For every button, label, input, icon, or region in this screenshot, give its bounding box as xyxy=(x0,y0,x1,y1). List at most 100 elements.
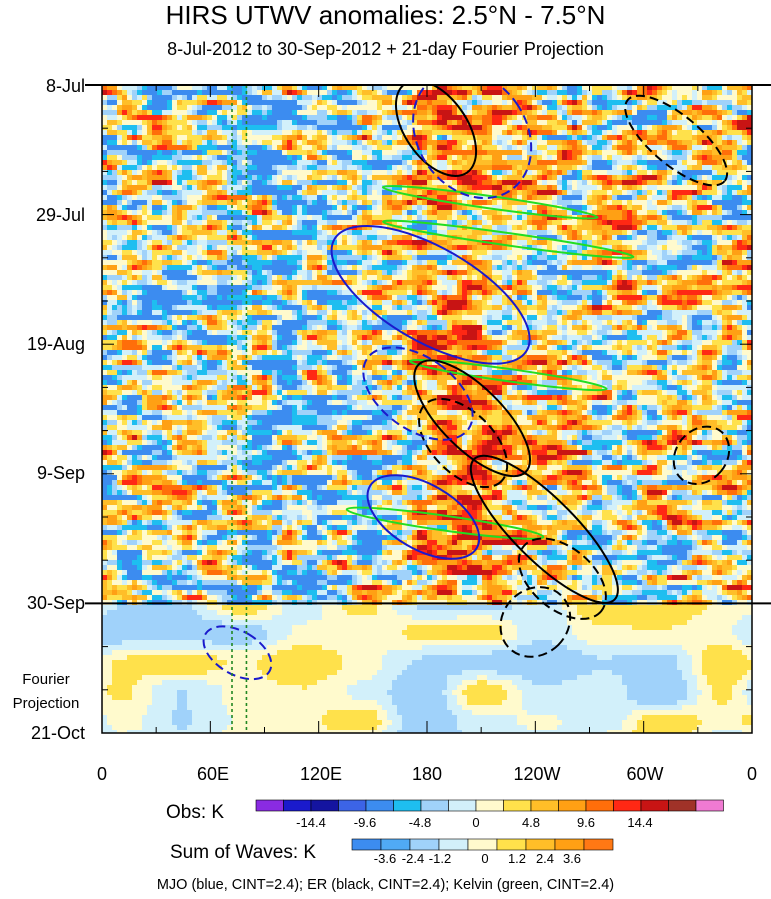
heatmap-cell xyxy=(477,200,483,206)
heatmap-cell xyxy=(432,115,438,121)
heatmap-cell xyxy=(337,165,343,171)
heatmap-cell xyxy=(612,215,618,221)
heatmap-cell xyxy=(137,205,143,211)
heatmap-cell xyxy=(272,100,278,106)
heatmap-cell xyxy=(362,145,368,151)
heatmap-cell xyxy=(357,265,363,271)
heatmap-cell xyxy=(287,195,293,201)
heatmap-cell xyxy=(252,165,258,171)
heatmap-cell xyxy=(222,100,228,106)
heatmap-cell xyxy=(507,110,513,116)
heatmap-cell xyxy=(507,215,513,221)
heatmap-cell xyxy=(632,190,638,196)
heatmap-cell xyxy=(712,105,718,111)
heatmap-cell xyxy=(662,110,668,116)
heatmap-cell xyxy=(307,200,313,206)
heatmap-cell xyxy=(612,130,618,136)
heatmap-cell xyxy=(292,220,298,226)
heatmap-cell xyxy=(307,245,313,251)
heatmap-cell xyxy=(352,245,358,251)
heatmap-cell xyxy=(487,180,493,186)
heatmap-cell xyxy=(137,190,143,196)
heatmap-cell xyxy=(167,270,173,276)
heatmap-cell xyxy=(612,155,618,161)
heatmap-cell xyxy=(377,165,383,171)
heatmap-cell xyxy=(162,175,168,181)
heatmap-cell xyxy=(367,180,373,186)
heatmap-cell xyxy=(632,175,638,181)
heatmap-cell xyxy=(517,90,523,96)
heatmap-cell xyxy=(167,110,173,116)
heatmap-cell xyxy=(507,270,513,276)
heatmap-cell xyxy=(727,265,733,271)
heatmap-cell xyxy=(257,275,263,281)
heatmap-cell xyxy=(197,260,203,266)
heatmap-cell xyxy=(377,110,383,116)
heatmap-cell xyxy=(702,225,708,231)
heatmap-cell xyxy=(232,210,238,216)
heatmap-cell xyxy=(392,150,398,156)
heatmap-cell xyxy=(492,95,498,101)
heatmap-cell xyxy=(432,145,438,151)
heatmap-cell xyxy=(472,170,478,176)
heatmap-cell xyxy=(482,220,488,226)
heatmap-cell xyxy=(652,175,658,181)
heatmap-cell xyxy=(467,180,473,186)
heatmap-cell xyxy=(102,110,108,116)
heatmap-cell xyxy=(432,160,438,166)
heatmap-cell xyxy=(412,95,418,101)
heatmap-cell xyxy=(717,265,723,271)
heatmap-cell xyxy=(687,240,693,246)
heatmap-cell xyxy=(672,95,678,101)
heatmap-cell xyxy=(687,225,693,231)
heatmap-cell xyxy=(117,130,123,136)
heatmap-cell xyxy=(662,115,668,121)
heatmap-cell xyxy=(112,100,118,106)
heatmap-cell xyxy=(112,215,118,221)
heatmap-cell xyxy=(252,215,258,221)
heatmap-cell xyxy=(732,270,738,276)
heatmap-cell xyxy=(732,175,738,181)
heatmap-cell xyxy=(442,135,448,141)
heatmap-cell xyxy=(737,180,743,186)
heatmap-cell xyxy=(487,110,493,116)
heatmap-cell xyxy=(397,240,403,246)
heatmap-cell xyxy=(137,195,143,201)
heatmap-cell xyxy=(247,125,253,131)
heatmap-cell xyxy=(372,205,378,211)
heatmap-cell xyxy=(712,195,718,201)
heatmap-cell xyxy=(532,215,538,221)
heatmap-cell xyxy=(602,235,608,241)
heatmap-cell xyxy=(407,155,413,161)
heatmap-cell xyxy=(342,135,348,141)
heatmap-cell xyxy=(217,180,223,186)
heatmap-cell xyxy=(157,170,163,176)
heatmap-cell xyxy=(362,150,368,156)
heatmap-cell xyxy=(457,145,463,151)
heatmap-cell xyxy=(392,160,398,166)
heatmap-cell xyxy=(502,265,508,271)
heatmap-cell xyxy=(187,210,193,216)
heatmap-cell xyxy=(157,260,163,266)
heatmap-cell xyxy=(502,225,508,231)
heatmap-cell xyxy=(557,140,563,146)
heatmap-cell xyxy=(707,160,713,166)
heatmap-cell xyxy=(732,125,738,131)
heatmap-cell xyxy=(152,265,158,271)
heatmap-cell xyxy=(257,130,263,136)
heatmap-cell xyxy=(677,90,683,96)
heatmap-cell xyxy=(552,145,558,151)
heatmap-cell xyxy=(347,190,353,196)
heatmap-cell xyxy=(217,140,223,146)
heatmap-cell xyxy=(277,170,283,176)
heatmap-cell xyxy=(317,150,323,156)
heatmap-cell xyxy=(287,270,293,276)
heatmap-cell xyxy=(147,120,153,126)
heatmap-cell xyxy=(107,140,113,146)
heatmap-cell xyxy=(317,170,323,176)
heatmap-cell xyxy=(617,150,623,156)
heatmap-cell xyxy=(107,135,113,141)
heatmap-cell xyxy=(442,160,448,166)
heatmap-cell xyxy=(737,225,743,231)
heatmap-cell xyxy=(732,220,738,226)
